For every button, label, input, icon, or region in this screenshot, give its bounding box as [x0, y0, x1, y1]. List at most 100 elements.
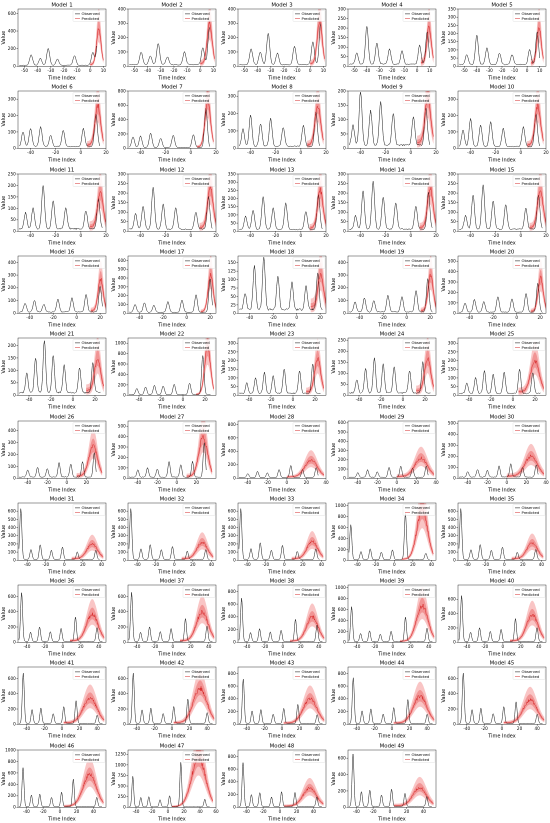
y-tick-label: 100	[118, 209, 126, 214]
y-tick-label: 100	[8, 130, 16, 135]
x-tick-label: 0	[63, 562, 66, 567]
x-tick-label: -20	[40, 809, 47, 814]
x-tick-label: -20	[272, 233, 279, 238]
plot-frame	[457, 502, 547, 561]
x-tick-label: -20	[481, 726, 488, 731]
legend-observed-label: Observed	[81, 505, 100, 510]
y-tick-label: 0	[233, 557, 236, 562]
x-tick-label: -40	[136, 397, 143, 402]
x-axis-label: Time Index	[267, 405, 296, 411]
legend-predicted-label: Predicted	[81, 16, 99, 21]
x-tick-label: -20	[268, 397, 275, 402]
y-axis-label: Value	[221, 360, 227, 374]
observed-line	[19, 286, 103, 313]
plot-frame	[237, 749, 327, 808]
x-tick-label: -40	[357, 150, 364, 155]
legend-observed-label: Observed	[191, 423, 210, 428]
y-tick-label: 100	[228, 212, 236, 217]
x-tick-label: -20	[162, 150, 169, 155]
x-axis-label: Time Index	[47, 816, 76, 822]
y-tick-label: 0	[343, 64, 346, 69]
x-tick-label: -50	[21, 68, 28, 73]
chart-panel: Model 33-40 -20 0 20 400100200300400500600Ti…	[221, 496, 327, 575]
legend-observed-label: Observed	[301, 340, 320, 345]
y-tick-label: 0	[13, 228, 16, 233]
plot-frame	[17, 420, 107, 478]
y-tick-label: 100	[118, 549, 126, 554]
x-tick-label: 20	[80, 562, 86, 567]
prediction-interval-inner	[307, 95, 324, 147]
y-axis-label: Value	[111, 525, 117, 539]
predicted-line	[290, 614, 325, 642]
y-tick-label: 100	[8, 298, 16, 303]
predicted-line	[200, 21, 215, 64]
predicted-line	[394, 786, 434, 806]
y-tick-label: 400	[8, 692, 16, 697]
x-tick-label: 20	[537, 315, 543, 320]
legend-predicted-label: Predicted	[411, 756, 429, 761]
y-tick-label: 400	[8, 427, 16, 432]
x-tick-label: -20	[490, 315, 497, 320]
x-tick-label: -50	[351, 68, 358, 73]
chart-title: Model 10	[490, 85, 515, 91]
y-tick-label: 250	[448, 349, 456, 354]
x-tick-label: -20	[61, 68, 68, 73]
legend-observed-label: Observed	[411, 340, 430, 345]
x-axis-label: Time Index	[377, 323, 406, 329]
legend-predicted-label: Predicted	[191, 510, 209, 515]
y-axis-label: Value	[1, 195, 7, 209]
y-axis-label: Value	[111, 113, 117, 127]
y-tick-label: 150	[448, 200, 456, 205]
y-tick-label: 400	[228, 614, 236, 619]
y-tick-label: 50	[340, 54, 346, 59]
y-tick-label: 50	[340, 219, 346, 224]
legend-observed-label: Observed	[411, 258, 430, 263]
y-tick-label: 600	[228, 602, 236, 607]
predicted-line	[180, 609, 215, 642]
x-tick-label: -20	[382, 233, 389, 238]
legend-observed-label: Observed	[81, 176, 100, 181]
chart-panel: Model 47 -40 -20 0 20 40 60 0 250 500 750 1000 1250 T…	[111, 743, 219, 822]
x-tick-label: 0	[199, 68, 202, 73]
x-tick-label: -40	[353, 726, 360, 731]
predicted-line	[306, 356, 325, 393]
y-tick-label: 400	[448, 611, 456, 616]
y-tick-label: 800	[228, 589, 236, 594]
x-axis-label: Time Index	[377, 816, 406, 822]
x-tick-label: -20	[50, 315, 57, 320]
y-tick-label: 0	[343, 722, 346, 727]
predicted-line	[419, 186, 436, 228]
x-tick-label: 20	[543, 233, 549, 238]
x-axis-label: Time Index	[47, 487, 76, 493]
y-tick-label: 100	[448, 47, 456, 52]
x-tick-label: -20	[372, 644, 379, 649]
observed-line	[348, 464, 429, 478]
x-tick-label: -40	[246, 397, 253, 402]
y-tick-label: 400	[118, 609, 126, 614]
y-tick-label: 800	[228, 671, 236, 676]
predicted-line	[283, 697, 325, 724]
prediction-interval-inner	[196, 338, 214, 395]
x-tick-label: -20	[482, 562, 489, 567]
chart-panel: Model 35-40 -20 0 20 400100200300400500600Ti…	[441, 496, 547, 575]
y-tick-label: 400	[448, 692, 456, 697]
predicted-line	[86, 359, 105, 391]
x-tick-label: 20	[103, 233, 109, 238]
x-tick-label: 10	[427, 68, 433, 73]
x-tick-label: -40	[354, 562, 361, 567]
y-axis-label: Value	[441, 113, 447, 127]
observed-line	[238, 598, 323, 643]
y-tick-label: 600	[118, 103, 126, 108]
x-tick-label: -40	[246, 315, 253, 320]
y-tick-label: 400	[118, 6, 126, 11]
predicted-line	[511, 541, 544, 559]
x-tick-label: -20	[272, 150, 279, 155]
y-tick-label: 250	[338, 181, 346, 186]
y-tick-label: 500	[448, 258, 456, 263]
chart-panel: Model 23-40 -20 0 20050100150200250300Time …	[221, 332, 327, 411]
